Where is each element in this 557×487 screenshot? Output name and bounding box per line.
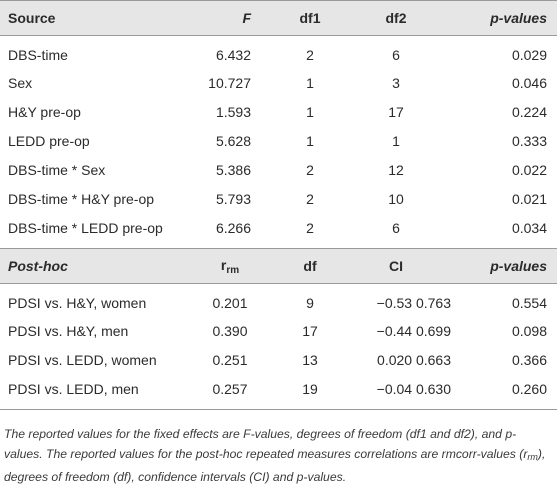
- cell-p-value: 0.554: [511, 295, 547, 311]
- cell-f-value: 5.386: [215, 161, 251, 178]
- cell-source: LEDD pre-op: [8, 132, 90, 149]
- cell-df2: 1: [392, 132, 400, 149]
- cell-r-rm: 0.390: [212, 322, 248, 339]
- cell-ci: −0.53 0.763: [376, 295, 451, 311]
- fixed-effects-row: H&Y pre-op 1.593 1 17 0.224: [0, 97, 557, 126]
- cell-comparison: PDSI vs. LEDD, men: [8, 380, 139, 397]
- cell-df1: 1: [306, 132, 314, 149]
- cell-df1: 2: [306, 219, 314, 236]
- header-ci: CI: [335, 248, 457, 284]
- header-source: Source: [0, 0, 175, 36]
- header-f: F: [175, 0, 285, 36]
- fixed-effects-row: LEDD pre-op 5.628 1 1 0.333: [0, 126, 557, 155]
- cell-ci: 0.020 0.663: [377, 351, 451, 368]
- cell-df1: 2: [306, 161, 314, 178]
- cell-f-value: 10.727: [208, 74, 251, 91]
- posthoc-header-row: Post-hoc rrm df CI p-values: [0, 248, 557, 284]
- fixed-effects-header-row: Source F df1 df2 p-values: [0, 0, 557, 36]
- header-post-hoc: Post-hoc: [0, 248, 175, 284]
- posthoc-row: PDSI vs. H&Y, women 0.201 9 −0.53 0.763 0.55…: [0, 284, 557, 317]
- posthoc-row: PDSI vs. LEDD, men 0.257 19 −0.04 0.630 0.26…: [0, 374, 557, 409]
- fixed-effects-row: DBS-time * LEDD pre-op 6.266 2 6 0.034: [0, 213, 557, 249]
- posthoc-row: PDSI vs. H&Y, men 0.390 17 −0.44 0.699 0.098: [0, 316, 557, 345]
- cell-source: H&Y pre-op: [8, 103, 81, 120]
- footnote-sub: rm: [527, 452, 538, 462]
- cell-df2: 6: [392, 219, 400, 236]
- cell-p-value: 0.021: [511, 190, 547, 207]
- header-p-values-posthoc: p-values: [457, 248, 557, 284]
- cell-source: Sex: [8, 74, 33, 91]
- cell-comparison: PDSI vs. LEDD, women: [8, 351, 157, 368]
- cell-p-value: 0.224: [511, 103, 547, 120]
- table-footnote: The reported values for the fixed effect…: [0, 409, 557, 487]
- cell-p-value: 0.366: [511, 351, 547, 368]
- posthoc-row: PDSI vs. LEDD, women 0.251 13 0.020 0.663 0.…: [0, 345, 557, 374]
- cell-df2: 12: [388, 161, 404, 178]
- cell-df1: 2: [306, 190, 314, 207]
- results-table: Source F df1 df2 p-values DBS-time 6.432 2…: [0, 0, 557, 409]
- cell-source: DBS-time * LEDD pre-op: [8, 219, 163, 236]
- cell-p-value: 0.022: [511, 161, 547, 178]
- cell-f-value: 1.593: [215, 103, 251, 120]
- fixed-effects-row: DBS-time 6.432 2 6 0.029: [0, 36, 557, 69]
- cell-p-value: 0.098: [511, 322, 547, 339]
- cell-r-rm: 0.201: [212, 295, 248, 311]
- cell-ci: −0.44 0.699: [376, 322, 451, 339]
- cell-source: DBS-time: [8, 47, 68, 63]
- cell-df2: 6: [392, 47, 400, 63]
- cell-f-value: 6.432: [215, 47, 251, 63]
- fixed-effects-row: Sex 10.727 1 3 0.046: [0, 68, 557, 97]
- cell-ci: −0.04 0.630: [376, 380, 451, 397]
- cell-df2: 3: [392, 74, 400, 91]
- cell-df1: 2: [306, 47, 314, 63]
- cell-p-value: 0.034: [511, 219, 547, 236]
- cell-p-value: 0.046: [511, 74, 547, 91]
- cell-p-value: 0.029: [511, 47, 547, 63]
- cell-comparison: PDSI vs. H&Y, women: [8, 295, 147, 311]
- cell-source: DBS-time * H&Y pre-op: [8, 190, 155, 207]
- cell-r-rm: 0.251: [212, 351, 248, 368]
- cell-df1: 1: [306, 103, 314, 120]
- header-df1: df1: [285, 0, 335, 36]
- header-p-values: p-values: [457, 0, 557, 36]
- cell-df: 17: [302, 322, 318, 339]
- header-df: df: [285, 248, 335, 284]
- cell-df: 13: [302, 351, 318, 368]
- footnote-part1: The reported values for the fixed effect…: [4, 427, 528, 461]
- fixed-effects-row: DBS-time * H&Y pre-op 5.793 2 10 0.021: [0, 184, 557, 213]
- cell-df: 19: [302, 380, 318, 397]
- header-df2: df2: [335, 0, 457, 36]
- cell-df1: 1: [306, 74, 314, 91]
- cell-df: 9: [306, 295, 314, 311]
- cell-p-value: 0.260: [511, 380, 547, 397]
- cell-f-value: 5.628: [215, 132, 251, 149]
- cell-comparison: PDSI vs. H&Y, men: [8, 322, 129, 339]
- cell-f-value: 5.793: [215, 190, 251, 207]
- cell-r-rm: 0.257: [212, 380, 248, 397]
- cell-df2: 17: [388, 103, 404, 120]
- header-r-main: r: [220, 256, 227, 273]
- cell-p-value: 0.333: [511, 132, 547, 149]
- fixed-effects-row: DBS-time * Sex 5.386 2 12 0.022: [0, 155, 557, 184]
- header-r-rm: rrm: [175, 248, 285, 284]
- cell-df2: 10: [388, 190, 404, 207]
- cell-source: DBS-time * Sex: [8, 161, 106, 178]
- cell-f-value: 6.266: [215, 219, 251, 236]
- header-r-sub: rm: [226, 264, 240, 276]
